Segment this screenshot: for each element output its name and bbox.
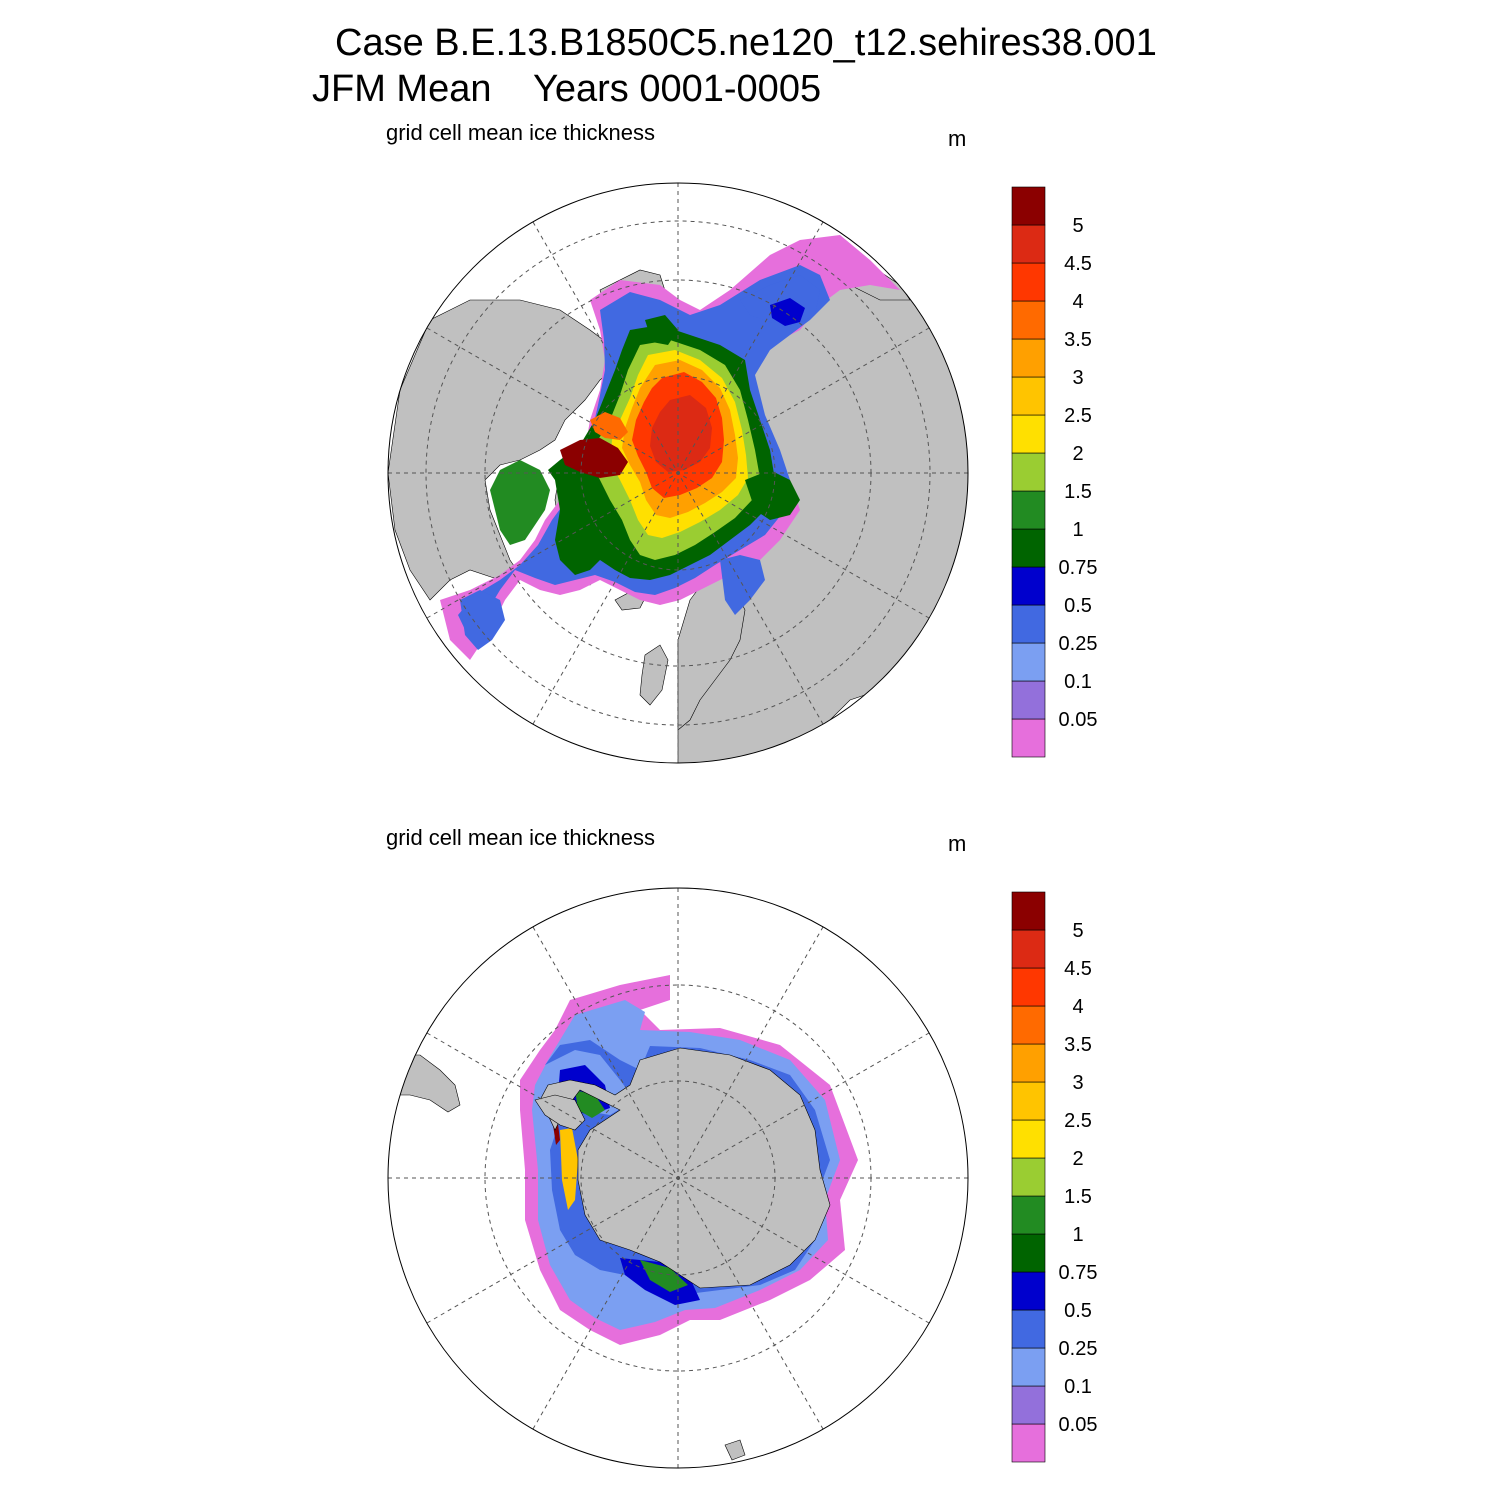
- south-colorbar-swatch: [1011, 891, 1046, 931]
- figure-title-line2: JFM Mean Years 0001-0005: [312, 68, 822, 110]
- north-colorbar-label: 2.5: [1064, 405, 1092, 427]
- south-colorbar-label: 3.5: [1064, 1034, 1092, 1056]
- north-colorbar-label: 0.5: [1064, 595, 1092, 617]
- south-panel-subtitle: grid cell mean ice thickness: [386, 825, 656, 850]
- south-colorbar-swatch: [1011, 1043, 1046, 1083]
- south-colorbar-label: 5: [1072, 920, 1083, 942]
- south-colorbar-swatch: [1011, 1347, 1046, 1387]
- north-colorbar-swatch: [1011, 186, 1046, 226]
- south-islands: [724, 1439, 746, 1461]
- north-colorbar-swatch: [1011, 452, 1046, 492]
- north-sea-ice: [440, 235, 900, 660]
- south-colorbar-label: 2.5: [1064, 1110, 1092, 1132]
- south-colorbar-swatch: [1011, 1233, 1046, 1273]
- north-colorbar-swatch: [1011, 338, 1046, 378]
- north-colorbar-swatch: [1011, 300, 1046, 340]
- south-colorbar-swatch: [1011, 1309, 1046, 1349]
- north-colorbar-label: 0.75: [1059, 557, 1098, 579]
- north-colorbar-label: 1.5: [1064, 481, 1092, 503]
- south-colorbar-label: 1.5: [1064, 1186, 1092, 1208]
- north-colorbar-label: 4: [1072, 291, 1083, 313]
- north-colorbar-swatch: [1011, 528, 1046, 568]
- north-colorbar-label: 2: [1072, 443, 1083, 465]
- north-colorbar-swatch: [1011, 490, 1046, 530]
- north-colorbar-label: 3.5: [1064, 329, 1092, 351]
- south-colorbar: 0.05 0.1 0.25 0.5 0.75 1 1.5 2 2.5 3 3.5 4 4.5 5: [1011, 891, 1098, 1463]
- antarctica-land: [539, 1047, 831, 1289]
- north-colorbar-swatch: [1011, 414, 1046, 454]
- north-colorbar-swatch: [1011, 224, 1046, 264]
- south-colorbar-swatch: [1011, 1195, 1046, 1235]
- south-colorbar-swatch: [1011, 967, 1046, 1007]
- north-colorbar: 0.05 0.1 0.25 0.5 0.75 1 1.5 2 2.5 3 3.5 4 4.5 5: [1011, 186, 1098, 758]
- south-panel-units: m: [948, 831, 967, 856]
- south-colorbar-swatch: [1011, 1157, 1046, 1197]
- north-panel-subtitle: grid cell mean ice thickness: [386, 120, 656, 145]
- south-map-border: [387, 887, 969, 1469]
- south-colorbar-label: 3: [1072, 1072, 1083, 1094]
- north-colorbar-swatch: [1011, 680, 1046, 720]
- north-colorbar-swatch: [1011, 566, 1046, 606]
- south-colorbar-swatch: [1011, 1119, 1046, 1159]
- north-polar-map: [388, 183, 968, 763]
- north-colorbar-label: 4.5: [1064, 253, 1092, 275]
- north-panel-units: m: [948, 126, 967, 151]
- north-colorbar-swatch: [1011, 718, 1046, 758]
- north-colorbar-label: 1: [1072, 519, 1083, 541]
- south-colorbar-label: 2: [1072, 1148, 1083, 1170]
- south-colorbar-swatch: [1011, 1423, 1046, 1463]
- south-colorbar-label: 0.1: [1064, 1376, 1092, 1398]
- south-colorbar-label: 1: [1072, 1224, 1083, 1246]
- south-colorbar-label: 0.05: [1059, 1414, 1098, 1436]
- north-colorbar-label: 0.25: [1059, 633, 1098, 655]
- south-colorbar-swatch: [1011, 1005, 1046, 1045]
- south-colorbar-label: 4: [1072, 996, 1083, 1018]
- north-colorbar-label: 0.05: [1059, 709, 1098, 731]
- north-colorbar-swatch: [1011, 604, 1046, 644]
- south-colorbar-swatch: [1011, 1271, 1046, 1311]
- north-colorbar-label: 0.1: [1064, 671, 1092, 693]
- south-graticule: [388, 888, 968, 1468]
- north-colorbar-label: 5: [1072, 215, 1083, 237]
- north-colorbar-swatch: [1011, 376, 1046, 416]
- south-colorbar-swatch: [1011, 929, 1046, 969]
- figure-title-line1: Case B.E.13.B1850C5.ne120_t12.sehires38.…: [335, 22, 1157, 64]
- north-map-border: [387, 182, 969, 764]
- south-polar-map: [388, 888, 968, 1468]
- south-colorbar-swatch: [1011, 1385, 1046, 1425]
- south-colorbar-label: 0.75: [1059, 1262, 1098, 1284]
- north-colorbar-label: 3: [1072, 367, 1083, 389]
- south-colorbar-swatch: [1011, 1081, 1046, 1121]
- north-colorbar-swatch: [1011, 262, 1046, 302]
- north-colorbar-swatch: [1011, 642, 1046, 682]
- south-colorbar-label: 4.5: [1064, 958, 1092, 980]
- south-colorbar-label: 0.5: [1064, 1300, 1092, 1322]
- antarctic-peninsula: [534, 1094, 586, 1131]
- south-colorbar-label: 0.25: [1059, 1338, 1098, 1360]
- north-graticule: [388, 183, 968, 763]
